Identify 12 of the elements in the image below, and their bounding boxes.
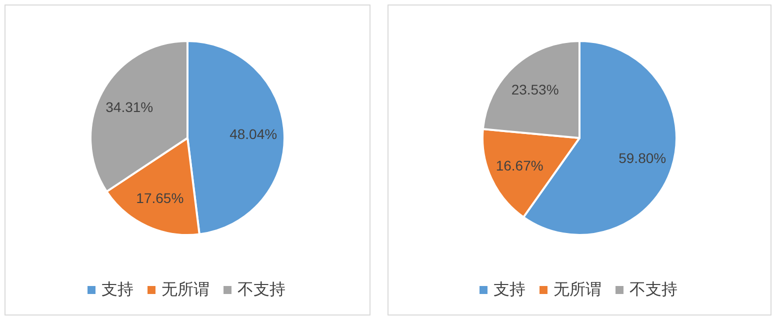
legend-label: 不支持 [238,280,286,298]
legend-label: 无所谓 [554,280,602,298]
data-label: 48.04% [230,126,278,142]
data-label: 34.31% [106,98,154,115]
data-label: 23.53% [511,81,559,98]
legend-label: 支持 [102,280,134,298]
legend-label: 支持 [494,280,526,298]
legend-label: 不支持 [630,280,678,298]
data-label: 17.65% [136,190,184,206]
data-label: 16.67% [496,158,544,174]
data-label: 59.80% [618,150,666,166]
legend-label: 无所谓 [162,280,210,298]
